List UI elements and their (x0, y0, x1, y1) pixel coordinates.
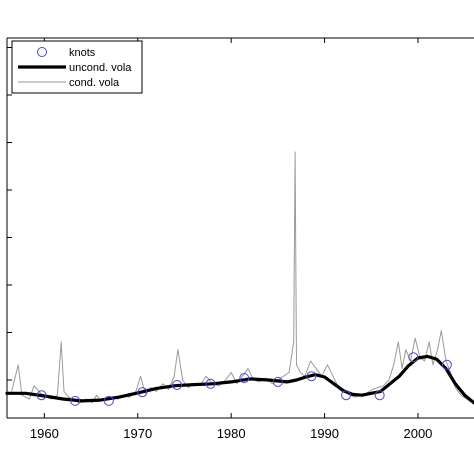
x-tick-label: 1980 (217, 426, 246, 441)
series-layer (5, 151, 474, 406)
legend-label: uncond. vola (69, 62, 132, 74)
x-tick-label: 1990 (310, 426, 339, 441)
legend-swatch-knots (37, 47, 47, 57)
knot-marker (374, 390, 385, 401)
knot-marker (171, 379, 182, 390)
knot-marker (239, 373, 250, 384)
knot-marker (272, 376, 283, 387)
x-tick-label: 1970 (123, 426, 152, 441)
knot-marker (408, 352, 419, 363)
legend: knots uncond. vola cond. vola (11, 40, 143, 94)
legend-label: cond. vola (69, 77, 120, 89)
knot-marker (441, 359, 452, 370)
series-line-uncond-vola (5, 354, 474, 405)
axes: 1960 1970 1980 1990 2000 (6, 37, 474, 441)
knot-marker (205, 378, 216, 389)
knot-marker (103, 395, 114, 406)
knot-marker (341, 390, 352, 401)
x-tick-label: 1960 (30, 426, 59, 441)
knot-marker (306, 371, 317, 382)
legend-label: knots (69, 47, 96, 59)
knot-marker (70, 395, 81, 406)
knot-marker (137, 387, 148, 398)
knot-marker (36, 390, 47, 401)
x-tick-label: 2000 (403, 426, 432, 441)
